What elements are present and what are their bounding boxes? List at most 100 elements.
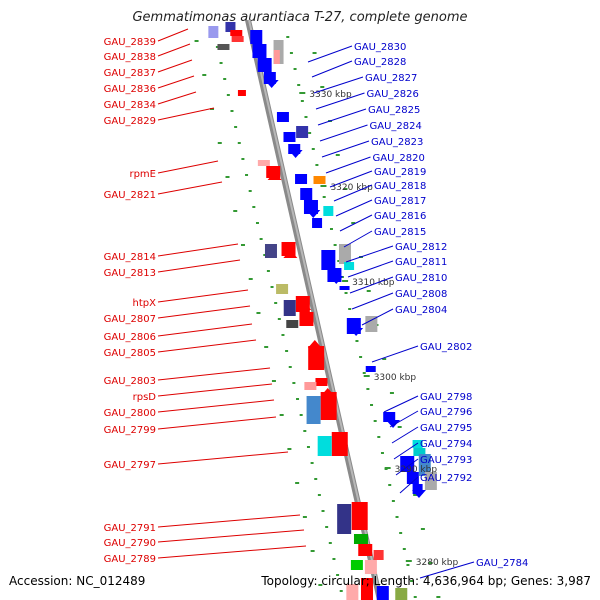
tick-mark [410,580,414,582]
left-leader-line [157,514,301,528]
gene-arrow [288,150,303,158]
left-leader-line [157,43,191,57]
gene-arrow [329,276,344,284]
right-gene-label: GAU_2808 [395,289,447,300]
kbp-tick [299,92,306,94]
right-leader-line [307,45,353,63]
kbp-tick [384,467,391,469]
tick-marks [194,30,441,598]
right-gene-label: GAU_2828 [354,57,406,68]
right-gene-label: GAU_2817 [374,196,426,207]
gene-feature [237,90,246,96]
gene-arrow [307,340,322,348]
right-leader-line [315,92,365,110]
gene-feature [321,250,336,270]
gene-feature [286,320,299,328]
tick-mark [328,542,332,544]
right-leader-line [321,140,370,158]
tick-mark [219,62,223,64]
right-gene-label: GAU_2811 [395,257,447,268]
gene-arrow [320,388,335,396]
gene-feature [412,484,423,494]
tick-mark [359,356,363,358]
left-gene-label: GAU_2836 [104,84,156,95]
gene-feature [338,244,351,264]
tick-mark [335,154,340,156]
gene-feature [412,440,423,448]
tick-mark [428,562,433,564]
kbp-marker-label: 3330 kbp [309,90,352,100]
right-leader-line [389,410,419,428]
gene-feature [304,382,317,390]
gene-feature [252,44,267,58]
tick-mark [215,46,219,48]
tick-mark [304,116,308,118]
tick-mark [248,190,252,192]
tick-mark [223,78,227,80]
tick-mark [299,414,303,416]
tick-mark [287,448,292,450]
gene-feature [296,126,309,138]
kbp-tick [405,560,412,562]
right-leader-line [319,124,368,142]
genome-title: Gemmatimonas aurantiaca T-27, complete g… [132,10,468,25]
tick-mark [288,366,292,368]
left-gene-label: htpX [133,298,157,309]
tick-mark [202,74,207,76]
kbp-marker-label: 3300 kbp [374,373,417,383]
gene-feature [395,588,408,600]
gene-arrow [267,172,282,180]
gene-arrow [283,250,298,258]
tick-mark [377,436,381,438]
left-leader-line [157,259,241,273]
tick-mark [420,528,425,530]
gene-feature [283,300,296,316]
right-leader-line [361,308,394,326]
tick-mark [293,68,297,70]
tick-mark [355,340,359,342]
tick-mark [373,420,377,422]
left-leader-line [157,181,223,195]
tick-mark [226,94,230,96]
gene-feature [365,316,378,332]
tick-mark [370,404,374,406]
right-leader-line [345,245,394,263]
left-gene-label: GAU_2790 [104,538,156,549]
tick-mark [315,164,319,166]
tick-mark [317,494,321,496]
tick-mark [348,308,352,310]
left-leader-line [157,28,189,42]
gene-feature [320,392,337,420]
right-gene-label: GAU_2815 [374,227,426,238]
gene-feature [344,262,355,270]
tick-mark [234,126,238,128]
right-gene-label: GAU_2825 [368,105,420,116]
gene-feature [308,346,325,370]
left-gene-label: GAU_2814 [104,252,156,263]
left-leader-line [157,451,289,465]
gene-feature [323,206,334,216]
tick-mark [266,270,270,272]
tick-mark [271,380,276,382]
left-leader-line [157,75,195,89]
gene-feature [230,30,243,36]
left-leader-line [157,367,271,381]
kbp-marker-label: 3290 kbp [395,465,438,475]
gene-features [208,22,437,600]
left-gene-label: GAU_2837 [104,68,156,79]
left-leader-line [157,529,305,543]
gene-feature [365,366,376,372]
tick-mark [263,254,267,256]
left-gene-label: GAU_2829 [104,116,156,127]
kbp-tick [342,280,349,282]
left-leader-line [157,339,257,353]
right-gene-label: GAU_2826 [367,89,419,100]
right-leader-line [383,395,419,413]
gene-feature [383,412,396,422]
accession-text: Accession: NC_012489 [9,574,146,588]
gene-feature [315,378,328,386]
tick-mark [303,430,307,432]
right-gene-label: GAU_2830 [354,42,406,53]
tick-mark [382,358,387,360]
